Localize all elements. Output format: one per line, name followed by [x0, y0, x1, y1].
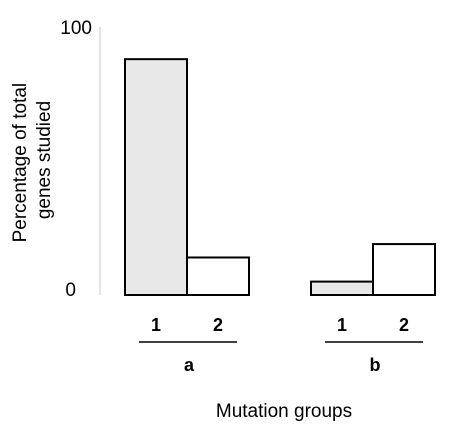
category-label-b-2: 2 [399, 315, 409, 335]
category-label-a-1: 1 [151, 315, 161, 335]
category-label-b-1: 1 [337, 315, 347, 335]
x-axis-label: Mutation groups [216, 401, 352, 422]
labels-layer: 1 2a1 2b [139, 315, 423, 375]
bar-a-2 [186, 256, 250, 297]
y-tick-label-top: 100 [60, 18, 92, 39]
y-tick-label-bottom: 0 [65, 280, 76, 301]
category-label-a-2: 2 [213, 315, 223, 335]
y-axis-label-line-1: Percentage of total [10, 83, 31, 243]
bar-b-1 [310, 280, 374, 297]
y-axis-label-line-2: genes studied [34, 101, 55, 219]
y-axis-label: Percentage of total genes studied [10, 78, 55, 243]
group-label-a: a [184, 355, 195, 375]
bar-a-1 [124, 58, 188, 296]
bars-layer [124, 58, 436, 297]
group-label-b: b [370, 355, 381, 375]
bar-b-2 [372, 243, 436, 296]
